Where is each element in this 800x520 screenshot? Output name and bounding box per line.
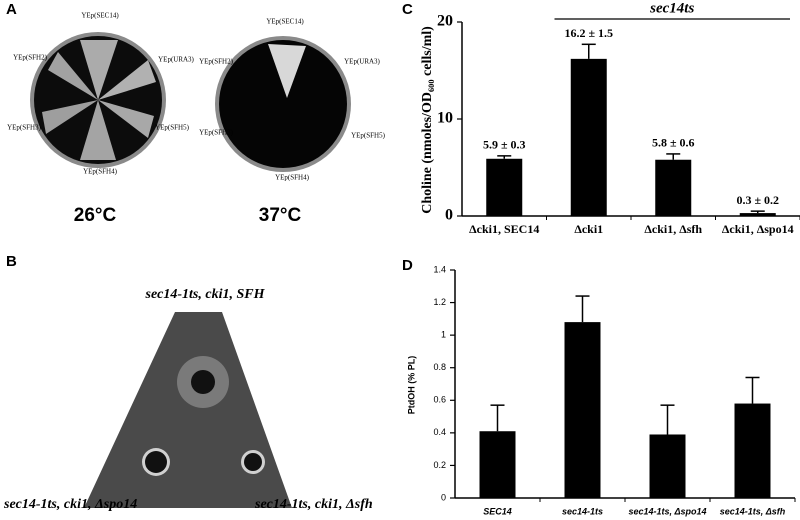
x-tick-label: SEC14 [483,506,512,516]
panel-label: A [6,1,17,18]
plasmid-label: YEp(SFH3) [199,129,234,137]
y-tick-label: 0.2 [433,460,446,470]
plate-37 [215,36,351,172]
x-tick-label: Δcki1, Δspo14 [722,222,794,236]
y-tick-label: 0 [441,492,446,502]
plasmid-label: YEp(SFH5) [351,132,386,140]
y-tick-label: 20 [437,13,453,30]
plasmid-label: YEp(SEC14) [266,18,304,26]
bar [479,431,516,498]
panel-label: B [6,253,17,270]
x-tick-label: Δcki1 [574,222,603,236]
annotation: sec14ts [649,0,694,16]
x-tick-label: sec14-1ts [562,506,603,516]
value-label: 5.9 ± 0.3 [483,138,526,152]
plasmid-label: YEp(SFH4) [83,168,118,176]
x-tick-label: Δcki1, Δsfh [644,222,702,236]
value-label: 0.3 ± 0.2 [736,193,779,207]
bar [649,434,686,498]
plasmid-label: YEp(URA3) [158,56,194,64]
plasmid-label: YEp(SFH2) [199,58,234,66]
halo-plate [84,312,292,508]
y-tick-label: 10 [437,110,453,127]
x-tick-label: sec14-1ts, Δsfh [720,506,786,516]
value-label: 16.2 ± 1.5 [564,26,613,40]
x-tick-label: sec14-1ts, Δspo14 [628,506,706,516]
y-axis-label: PtdOH (% PL) [406,356,416,415]
plasmid-label: YEp(SFH5) [155,124,190,132]
y-tick-label: 0.4 [433,427,446,437]
temperature-label: 37°C [259,205,302,226]
y-axis-label: Choline (nmoles/OD₆₀₀ cells/ml) [420,26,435,214]
bar [570,58,607,216]
y-tick-label: 0.8 [433,362,446,372]
bar [564,322,601,498]
value-label: 5.8 ± 0.6 [652,136,695,150]
plasmid-label: YEp(SFH2) [13,54,48,62]
bar [486,158,523,216]
plasmid-label: YEp(SFH3) [7,124,42,132]
y-tick-label: 0 [445,207,453,224]
plasmid-label: YEp(URA3) [344,58,380,66]
bar [655,159,692,216]
plate-26 [30,32,166,168]
y-tick-label: 1.2 [433,297,446,307]
strain-label: sec14-1ts, cki1, Δsfh [254,497,373,512]
bar [739,213,776,216]
y-tick-label: 1.4 [433,264,446,274]
panel-label: D [402,257,413,274]
strain-label: sec14-1ts, cki1, Δspo14 [3,497,137,512]
temperature-label: 26°C [74,205,117,226]
plasmid-label: YEp(SEC14) [81,12,119,20]
y-tick-label: 1 [441,330,446,340]
x-tick-label: Δcki1, SEC14 [469,222,539,236]
plasmid-label: YEp(SFH4) [275,174,310,182]
bar [734,403,771,498]
panel-label: C [402,1,413,18]
y-tick-label: 0.6 [433,395,446,405]
strain-label: sec14-1ts, cki1, SFH [145,287,266,302]
